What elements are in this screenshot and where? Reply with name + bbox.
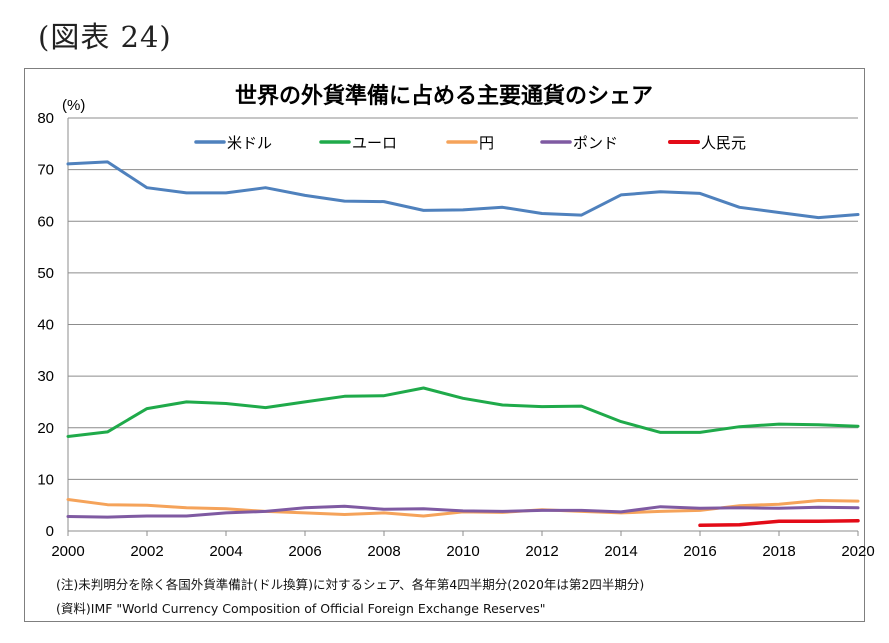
y-tick-label: 70 — [37, 162, 54, 179]
gridlines — [68, 117, 858, 480]
legend: 米ドル ユーロ 円 ポンド 人民元 — [194, 134, 746, 152]
series-line-5 — [698, 518, 860, 528]
x-tick-label: 2012 — [525, 543, 558, 560]
chart-frame — [24, 68, 865, 622]
y-axis-ticks: 0 10 20 30 40 50 60 70 80 — [37, 110, 54, 540]
y-tick-label: 0 — [46, 523, 54, 540]
x-tick-label: 2018 — [762, 543, 795, 560]
x-tick-label: 2014 — [604, 543, 637, 560]
x-tick-label: 2008 — [367, 543, 400, 560]
y-tick-label: 20 — [37, 420, 54, 437]
axes — [67, 118, 859, 536]
x-tick-label: 2002 — [130, 543, 163, 560]
y-tick-label: 10 — [37, 471, 54, 488]
x-tick-label: 2000 — [51, 543, 84, 560]
y-tick-label: 80 — [37, 110, 54, 127]
series-line-1 — [66, 160, 860, 220]
x-tick-label: 2020 — [841, 543, 874, 560]
legend-label: ユーロ — [352, 134, 397, 152]
y-unit-label: (%) — [62, 97, 85, 114]
series-lines — [66, 160, 860, 528]
x-tick-label: 2006 — [288, 543, 321, 560]
series-line-4 — [66, 504, 860, 519]
x-tick-label: 2016 — [683, 543, 716, 560]
x-tick-label: 2010 — [446, 543, 479, 560]
legend-label: 円 — [479, 134, 494, 152]
legend-label: ポンド — [573, 134, 618, 152]
series-line-2 — [66, 386, 860, 438]
x-tick-label: 2004 — [209, 543, 242, 560]
y-tick-label: 50 — [37, 265, 54, 282]
y-tick-label: 60 — [37, 213, 54, 230]
chart-note: (注)未判明分を除く各国外貨準備計(ドル換算)に対するシェア、各年第4四半期分(… — [56, 577, 645, 592]
figure-label: (図表 24) — [38, 20, 172, 54]
legend-label: 米ドル — [227, 134, 272, 152]
y-tick-label: 30 — [37, 368, 54, 385]
legend-label: 人民元 — [701, 134, 746, 152]
chart-title: 世界の外貨準備に占める主要通貨のシェア — [235, 83, 653, 109]
chart-source: (資料)IMF "World Currency Composition of O… — [56, 601, 546, 616]
x-axis-ticks: 2000 2002 2004 2006 2008 2010 2012 2014 2016 2018… — [51, 543, 874, 560]
y-tick-label: 40 — [37, 317, 54, 334]
